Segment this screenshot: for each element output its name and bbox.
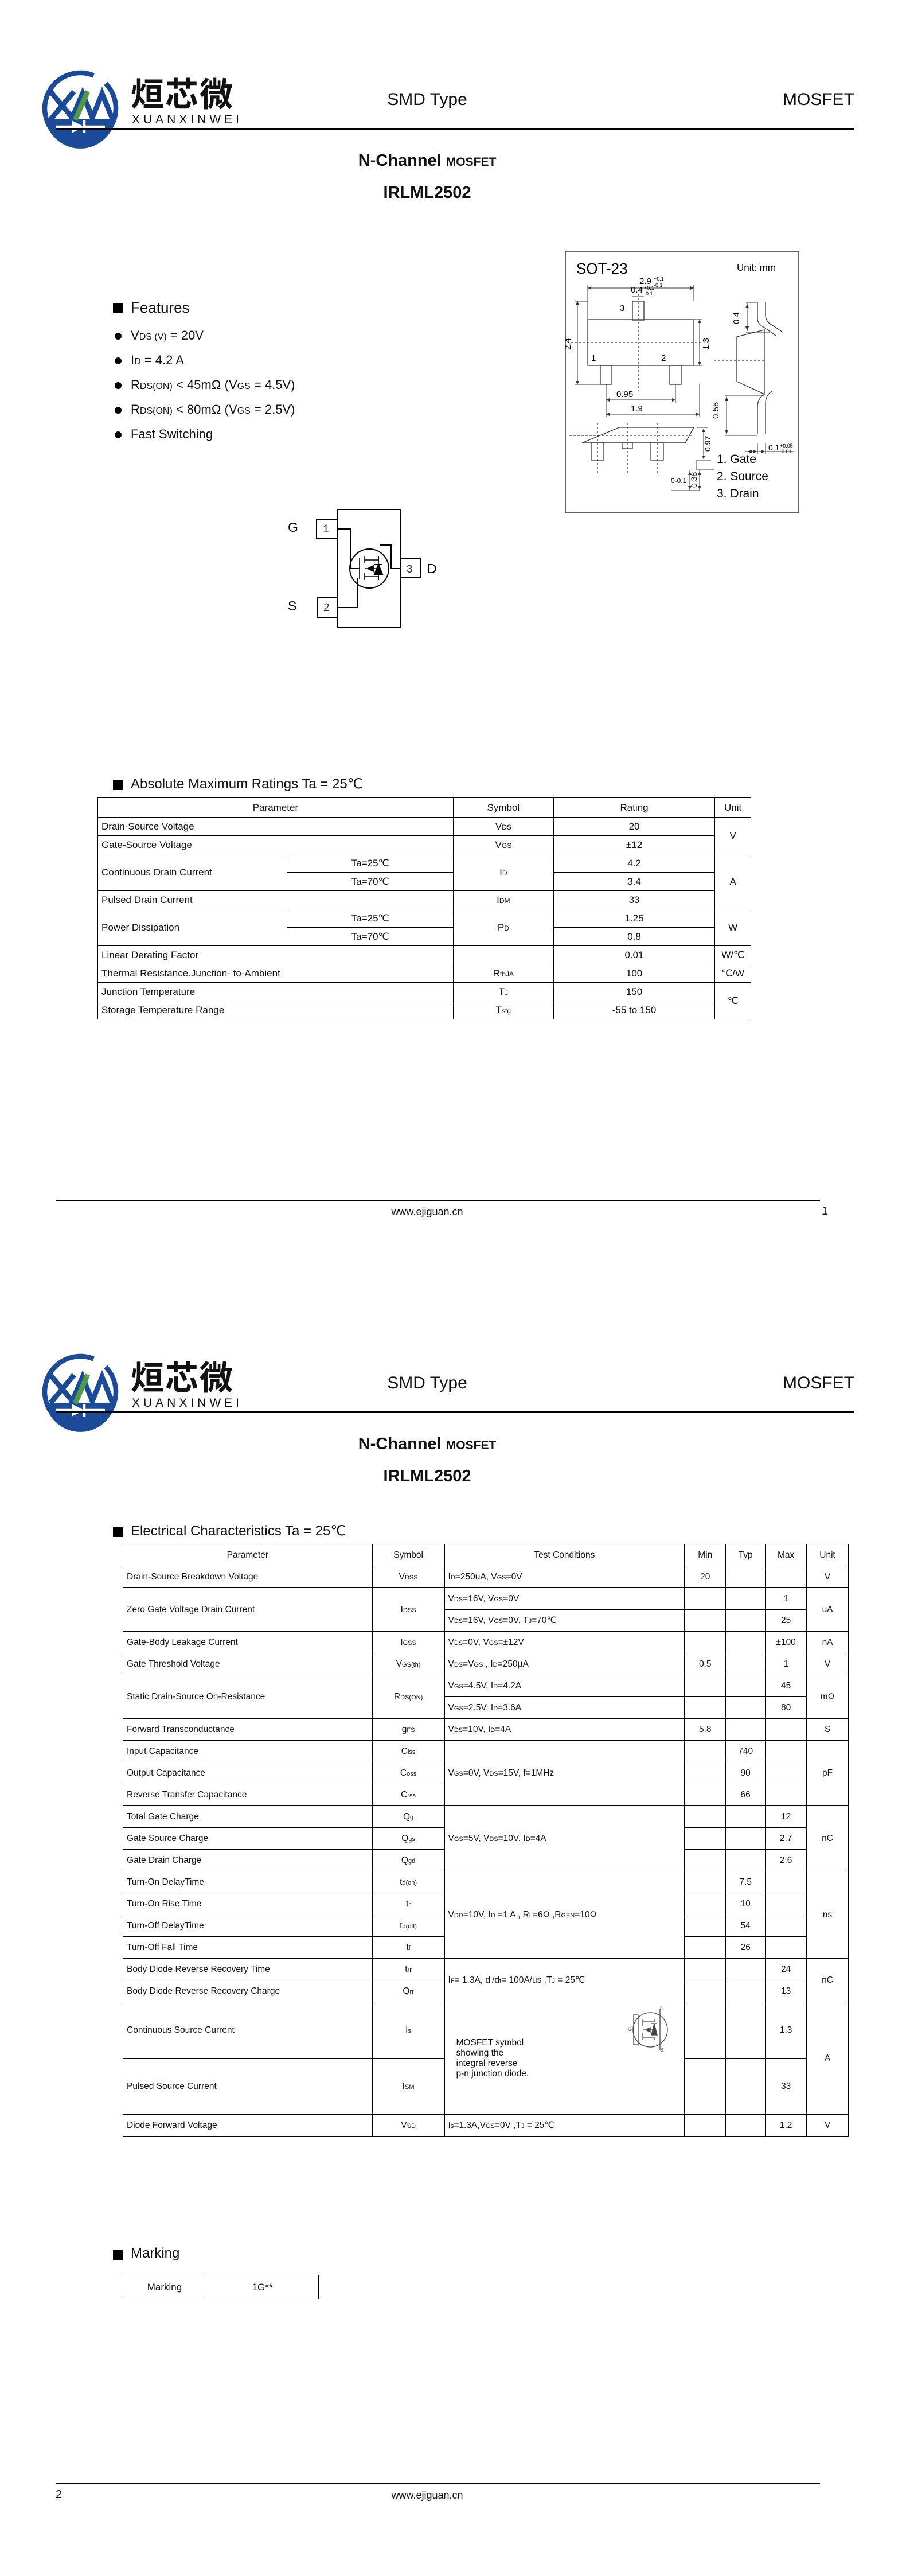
svg-text:1: 1: [323, 523, 329, 535]
svg-text:D: D: [427, 561, 437, 576]
svg-text:+0.05: +0.05: [780, 443, 793, 449]
svg-text:0-0.1: 0-0.1: [671, 477, 687, 485]
svg-text:0.97: 0.97: [703, 436, 712, 452]
svg-text:+0.1: +0.1: [644, 285, 654, 291]
svg-text:G: G: [288, 520, 298, 535]
svg-text:S: S: [288, 598, 296, 613]
svg-text:S: S: [660, 2047, 663, 2053]
svg-text:2. Source: 2. Source: [717, 470, 768, 483]
svg-text:-0.1: -0.1: [644, 291, 653, 297]
svg-text:0.4: 0.4: [732, 312, 741, 324]
svg-text:3. Drain: 3. Drain: [717, 487, 759, 500]
svg-text:0.4: 0.4: [631, 285, 643, 295]
svg-text:2: 2: [323, 602, 330, 614]
svg-text:1. Gate: 1. Gate: [717, 453, 756, 466]
svg-text:2: 2: [661, 353, 666, 363]
svg-text:2.4: 2.4: [565, 338, 573, 350]
svg-text:0.95: 0.95: [616, 390, 633, 399]
svg-text:-0.01: -0.01: [780, 449, 792, 454]
svg-text:SOT-23: SOT-23: [576, 260, 628, 277]
svg-text:+0.1: +0.1: [654, 276, 664, 282]
svg-text:D: D: [660, 2006, 664, 2011]
svg-text:0.1: 0.1: [768, 443, 780, 452]
svg-text:3: 3: [407, 563, 413, 575]
svg-text:G: G: [628, 2026, 632, 2032]
svg-text:3: 3: [620, 303, 624, 313]
svg-text:1.3: 1.3: [701, 338, 711, 350]
svg-text:1: 1: [591, 353, 596, 363]
svg-text:1.9: 1.9: [631, 404, 643, 414]
svg-text:-0.1: -0.1: [654, 282, 663, 288]
svg-text:0.55: 0.55: [711, 402, 721, 419]
svg-text:Unit: mm: Unit: mm: [737, 262, 776, 273]
